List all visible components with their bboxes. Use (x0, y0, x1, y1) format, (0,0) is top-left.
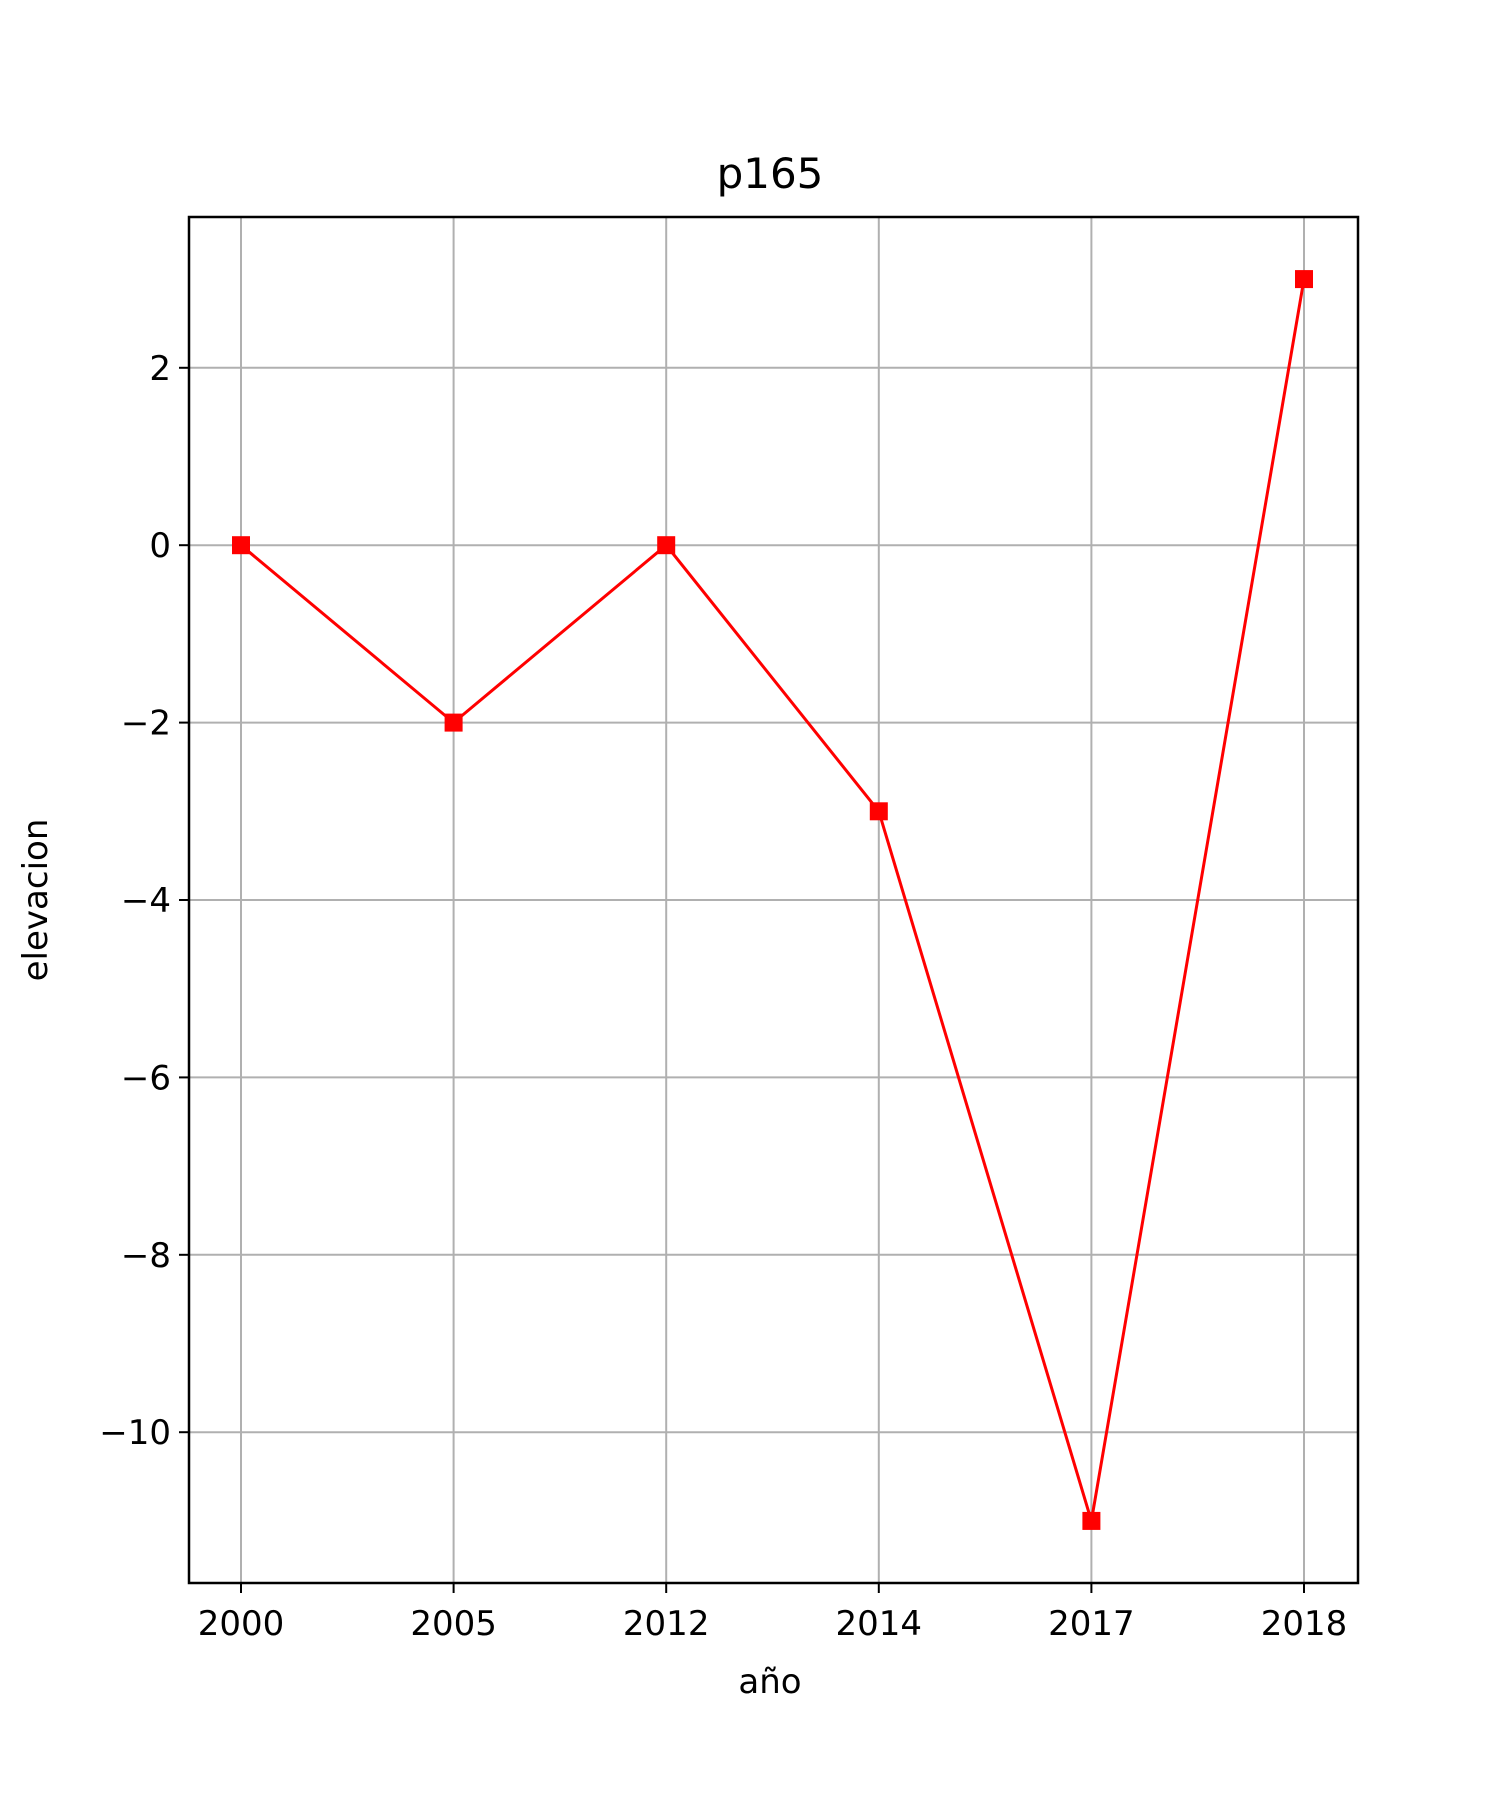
data-point (1295, 270, 1313, 289)
series-line (240, 278, 1306, 1522)
y-tick-label: −2 (121, 704, 171, 744)
y-axis-label: elevacion (16, 819, 56, 982)
x-tick-label: 2005 (410, 1604, 497, 1644)
x-tick-label: 2014 (836, 1604, 923, 1644)
x-tick-label: 2000 (198, 1604, 285, 1644)
y-tick-label: −4 (121, 881, 171, 921)
x-tick-label: 2017 (1048, 1604, 1135, 1644)
y-tick-label: 2 (149, 349, 171, 389)
ticks: 2000 2005 2012 2014 2017 2018 2 0 −2 −4 −6 −8 −10 (99, 349, 1347, 1644)
y-tick-label: 0 (149, 526, 171, 566)
y-tick-label: −10 (99, 1413, 171, 1453)
data-point (444, 713, 463, 732)
data-point (657, 536, 676, 555)
markers (232, 270, 1313, 1530)
x-axis-label: año (738, 1662, 801, 1702)
series-layer (240, 278, 1306, 1522)
y-tick-label: −6 (121, 1058, 171, 1098)
grid (189, 217, 1358, 1583)
y-tick-label: −8 (121, 1236, 171, 1276)
data-point (1082, 1511, 1101, 1530)
chart-title: p165 (717, 149, 824, 198)
x-tick-label: 2012 (623, 1604, 710, 1644)
x-tick-label: 2018 (1261, 1604, 1348, 1644)
data-point (232, 536, 250, 555)
data-point (869, 802, 888, 821)
